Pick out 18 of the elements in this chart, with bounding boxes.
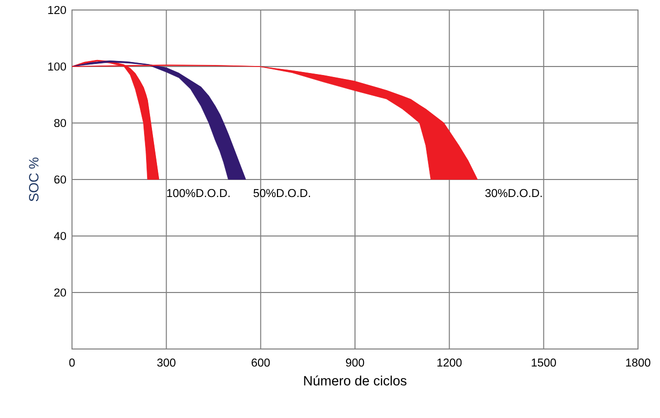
y-tick-label: 20 [54, 288, 66, 297]
series-label: 30%D.O.D. [485, 189, 542, 198]
series-label: 100%D.O.D. [167, 189, 230, 198]
x-tick-label: 900 [346, 358, 364, 367]
x-tick-label: 600 [252, 358, 270, 367]
x-tick-label: 1800 [626, 358, 650, 367]
x-axis-title: Número de ciclos [304, 375, 406, 386]
x-tick-label: 1500 [532, 358, 556, 367]
y-tick-label: 40 [54, 232, 66, 240]
x-tick-label: 0 [69, 358, 75, 367]
y-axis-title: SOC % [29, 158, 39, 202]
x-tick-label: 300 [157, 358, 176, 367]
y-tick-label: 60 [54, 175, 66, 184]
y-tick-label: 80 [54, 118, 66, 128]
x-tick-label: 1200 [437, 358, 462, 367]
y-tick-label: 120 [48, 6, 66, 14]
series-label: 50%D.O.D. [254, 189, 310, 198]
y-tick-label: 100 [48, 62, 66, 71]
